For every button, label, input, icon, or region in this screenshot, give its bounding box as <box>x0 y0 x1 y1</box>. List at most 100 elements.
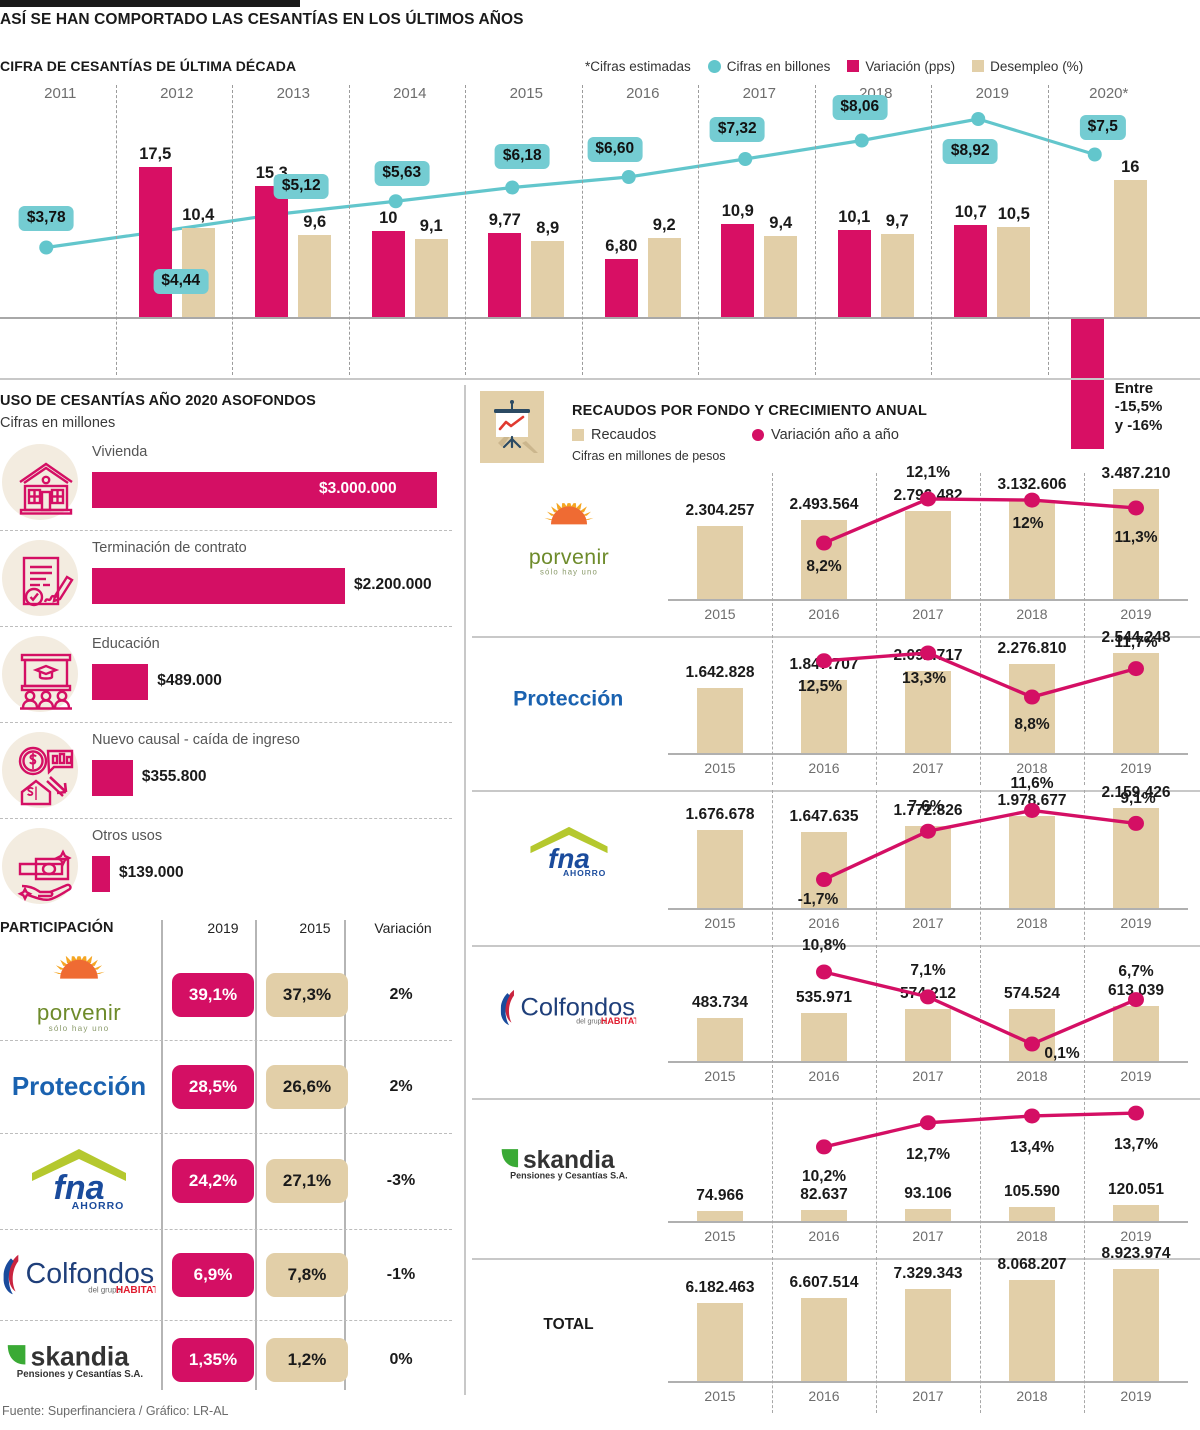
participation-divider <box>0 1040 452 1041</box>
recaudo-bar-skandia-2017 <box>905 1208 951 1221</box>
proteccion-wordmark: Protección <box>11 1071 147 1101</box>
billones-pill-2017: $7,32 <box>709 117 765 142</box>
variacion-bar-2019: 10,7 <box>954 203 988 317</box>
year-divider <box>1084 1257 1085 1413</box>
fund-plot-porvenir: 20152.304.25720162.493.56420172.796.4822… <box>668 464 1188 633</box>
uso-bar-3 <box>92 760 133 796</box>
billones-pill-2014: $5,63 <box>374 161 430 187</box>
year-divider <box>931 85 932 375</box>
recaudos-legend-line-label: Variación año a año <box>771 427 899 443</box>
fund-year-2015: 2015 <box>704 915 736 931</box>
participation-row-Colfondos: Colfondos del grupo HABITAT 6,9% 7,8% -1% <box>0 1229 460 1320</box>
variacion-label-porvenir-2017: 12,1% <box>906 463 950 481</box>
proteccion-wordmark: Protección <box>513 685 624 710</box>
year-label-2014: 2014 <box>393 85 427 102</box>
recaudo-value-Colfondos-2015: 483.734 <box>691 993 749 1011</box>
year-divider <box>1084 1097 1085 1253</box>
variacion-line-Colfondos <box>816 964 1144 1052</box>
fund-year-2017: 2017 <box>912 1228 944 1244</box>
fund-year-2018: 2018 <box>1016 915 1048 931</box>
year-divider <box>980 1097 981 1253</box>
fund-year-2019: 2019 <box>1120 606 1152 622</box>
uso-bar-4 <box>92 856 110 892</box>
fund-panel-porvenir: porvenir sólo hay uno 2015 2.304.257 2016 2.4… <box>472 464 1200 633</box>
fund-year-2016: 2016 <box>808 606 840 622</box>
fund-axis <box>668 1381 1188 1383</box>
participation-divider <box>0 1133 452 1134</box>
desempleo-bar-2015: 8,9 <box>531 219 565 317</box>
uso-value-3: $355.800 <box>141 768 207 785</box>
recaudo-bar-TOTAL-2015 <box>697 1303 743 1381</box>
svg-text:Colfondos: Colfondos <box>25 1258 153 1290</box>
negative-note: Entre -15,5% y -16% <box>1114 380 1163 434</box>
recaudos-legend-bar: Recaudos <box>572 427 656 443</box>
desempleo-value-2016: 9,2 <box>652 216 676 235</box>
participation-2019-4: 1,35% <box>172 1338 254 1382</box>
recaudo-value-porvenir-2019: 3.487.210 <box>1101 465 1171 482</box>
porvenir-tagline: sólo hay uno <box>539 567 598 577</box>
desempleo-bar-2013: 9,6 <box>298 213 332 317</box>
logo-fna: fna AHORRO <box>20 1147 138 1216</box>
variacion-line-fna <box>816 802 1144 888</box>
table-rule <box>161 920 163 1390</box>
fund-year-2017: 2017 <box>912 1388 944 1404</box>
fund-year-2018: 2018 <box>1016 1228 1048 1244</box>
year-divider <box>814 85 816 375</box>
variacion-label-Protección-2019: 11,7% <box>1114 633 1158 651</box>
fund-year-2019: 2019 <box>1120 1388 1152 1404</box>
fund-year-2018: 2018 <box>1016 760 1048 776</box>
decade-chart: 2011 2012 17,5 10,4 2013 15,3 9,6 2014 10 9,1 2015… <box>0 85 1200 449</box>
fund-panel-divider <box>472 945 1200 947</box>
billones-pill-2013: $5,12 <box>273 174 329 199</box>
fund-year-2019: 2019 <box>1120 915 1152 931</box>
participation-2015-0: 37,3% <box>266 973 348 1017</box>
fund-year-2018: 2018 <box>1016 1068 1048 1084</box>
recaudo-value-fna-2017: 1.772.826 <box>893 801 963 819</box>
svg-text:fna: fna <box>54 1169 105 1207</box>
year-divider <box>1084 635 1085 785</box>
recaudo-bar-Colfondos-2016 <box>801 1012 847 1061</box>
variacion-value-2016: 6,80 <box>605 236 638 255</box>
recaudo-bar-porvenir-2017 <box>905 510 951 599</box>
fund-year-2015: 2015 <box>704 1228 736 1244</box>
porvenir-sun-icon <box>53 952 105 979</box>
recaudo-value-fna-2016: 1.647.635 <box>789 807 859 825</box>
recaudo-value-porvenir-2015: 2.304.257 <box>685 502 755 520</box>
year-divider <box>772 473 773 631</box>
year-label-2012: 2012 <box>160 85 194 102</box>
svg-text:Pensiones y Cesantías S.A.: Pensiones y Cesantías S.A. <box>16 1368 143 1379</box>
year-divider <box>772 790 773 940</box>
participation-logo-4: skandia Pensiones y Cesantías S.A. <box>0 1334 158 1386</box>
billones-pill-2011: $3,78 <box>18 205 74 231</box>
col-header-2019: 2019 <box>207 920 239 936</box>
contract-signature-icon <box>2 540 78 616</box>
desempleo-value-2012: 10,4 <box>182 205 215 224</box>
recaudo-value-Colfondos-2018: 574.524 <box>1003 985 1061 1003</box>
education-icon <box>2 636 78 712</box>
uso-row-4: Otros usos $139.000 <box>0 824 460 920</box>
participation-logo-0: porvenir sólo hay uno <box>0 952 158 1034</box>
year-label-2011: 2011 <box>44 85 77 102</box>
year-label-2017: 2017 <box>742 85 776 102</box>
desempleo-value-2020*: 16 <box>1121 157 1140 176</box>
desempleo-bar-2014: 9,1 <box>414 217 448 317</box>
variacion-value-2017: 10,9 <box>721 201 754 220</box>
legend-item-variacion: Variación (pps) <box>847 59 955 74</box>
year-divider <box>876 790 877 940</box>
trend-point-$6,60 <box>621 170 636 184</box>
recaudo-bar-TOTAL-2017 <box>905 1289 951 1381</box>
participation-var-4: 0% <box>389 1351 413 1368</box>
recaudo-value-TOTAL-2018: 8.068.207 <box>997 1255 1067 1273</box>
year-divider <box>698 85 699 375</box>
fund-panel-divider <box>472 1098 1200 1100</box>
cash-hand-icon <box>2 828 78 904</box>
fund-axis <box>668 908 1188 910</box>
recaudos-panel: RECAUDOS POR FONDO Y CRECIMIENTO ANUAL R… <box>472 385 1200 1430</box>
uso-divider <box>0 722 452 723</box>
fund-axis <box>668 1221 1188 1223</box>
fund-plot-Protección: 20151.642.82820161.847.70720172.092.7172… <box>668 629 1188 787</box>
year-divider <box>876 1257 877 1413</box>
